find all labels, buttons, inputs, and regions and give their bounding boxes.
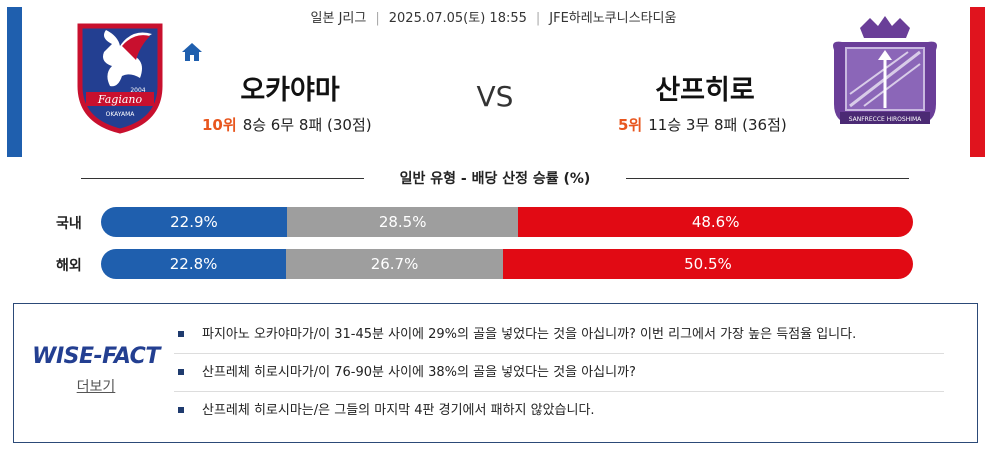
fact-text: 파지아노 오카야마가/이 31-45분 사이에 29%의 골을 넣었다는 것을 … bbox=[202, 327, 857, 342]
list-item: 산프레체 히로시마는/은 그들의 마지막 4판 경기에서 패하지 않았습니다. bbox=[174, 392, 944, 430]
draw-segment: 26.7% bbox=[286, 249, 503, 279]
odds-section-title: 일반 유형 - 배당 산정 승률 (%) bbox=[399, 171, 591, 187]
home-logo-text: Fagiano bbox=[97, 93, 143, 106]
list-item: 산프레체 히로시마가/이 76-90분 사이에 38%의 골을 넣었다는 것을 … bbox=[174, 354, 944, 392]
away-team-name[interactable]: 산프히로 bbox=[655, 75, 755, 106]
away-team-wdl: 11승 3무 8패 (36점) bbox=[648, 116, 787, 134]
home-team-logo: Fagiano 2004 OKAYAMA bbox=[60, 16, 180, 136]
home-team-wdl: 8승 6무 8패 (30점) bbox=[242, 116, 372, 134]
match-datetime: 2025.07.05(토) 18:55 bbox=[388, 11, 527, 26]
list-item: 파지아노 오카야마가/이 31-45분 사이에 29%의 골을 넣었다는 것을 … bbox=[174, 316, 944, 354]
away-win-segment: 50.5% bbox=[502, 249, 913, 279]
home-team-name[interactable]: 오카야마 bbox=[240, 75, 340, 106]
fact-text: 산프레체 히로시마가/이 76-90분 사이에 38%의 골을 넣었다는 것을 … bbox=[202, 365, 636, 380]
home-win-segment: 22.9% bbox=[101, 207, 287, 237]
bullet-icon bbox=[178, 369, 184, 375]
more-link[interactable]: 더보기 bbox=[76, 379, 116, 395]
home-color-bar bbox=[7, 7, 22, 157]
odds-row-label: 해외 bbox=[56, 258, 82, 274]
section-divider-right bbox=[626, 178, 909, 179]
away-team-rank: 5위 bbox=[618, 116, 643, 134]
odds-row-label: 국내 bbox=[56, 216, 82, 232]
odds-bar: 22.9% 28.5% 48.6% bbox=[101, 207, 913, 237]
vs-label: VS bbox=[476, 80, 514, 113]
away-logo-text: SANFRECCE HIROSHIMA bbox=[849, 116, 922, 123]
away-color-bar bbox=[970, 7, 985, 157]
wise-fact-logo: WISE-FACT bbox=[32, 344, 160, 369]
odds-bar: 22.8% 26.7% 50.5% bbox=[101, 249, 913, 279]
league-name: 일본 J리그 bbox=[310, 11, 367, 26]
home-logo-subtext: OKAYAMA bbox=[106, 111, 136, 118]
away-team-logo: SANFRECCE HIROSHIMA bbox=[820, 14, 950, 139]
match-venue: JFE하레노쿠니스타디움 bbox=[549, 11, 677, 26]
home-win-segment: 22.8% bbox=[101, 249, 287, 279]
fact-list: 파지아노 오카야마가/이 31-45분 사이에 29%의 골을 넣었다는 것을 … bbox=[174, 316, 944, 430]
home-team-rank: 10위 bbox=[202, 116, 237, 134]
away-team-record: 5위 11승 3무 8패 (36점) bbox=[618, 114, 787, 135]
bullet-icon bbox=[178, 407, 184, 413]
home-icon[interactable] bbox=[181, 41, 203, 63]
home-team-record: 10위 8승 6무 8패 (30점) bbox=[202, 114, 372, 135]
home-logo-year: 2004 bbox=[130, 87, 145, 94]
away-win-segment: 48.6% bbox=[518, 207, 913, 237]
wise-fact-panel: WISE-FACT 더보기 파지아노 오카야마가/이 31-45분 사이에 29… bbox=[13, 303, 978, 443]
section-divider-left bbox=[81, 178, 364, 179]
fact-text: 산프레체 히로시마는/은 그들의 마지막 4판 경기에서 패하지 않았습니다. bbox=[202, 403, 595, 418]
bullet-icon bbox=[178, 331, 184, 337]
odds-row-overseas: 해외 22.8% 26.7% 50.5% bbox=[56, 249, 916, 279]
match-meta: 일본 J리그 | 2025.07.05(토) 18:55 | JFE하레노쿠니스타디움 bbox=[310, 11, 677, 26]
draw-segment: 28.5% bbox=[286, 207, 519, 237]
odds-row-domestic: 국내 22.9% 28.5% 48.6% bbox=[56, 207, 916, 237]
odds-section-header: 일반 유형 - 배당 산정 승률 (%) bbox=[81, 168, 909, 190]
